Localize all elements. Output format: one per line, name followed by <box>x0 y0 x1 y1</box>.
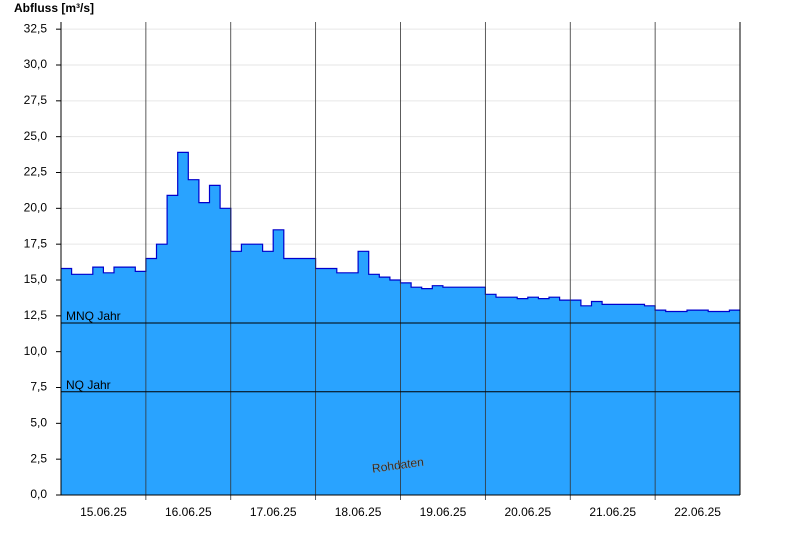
y-tick-label: 10,0 <box>24 344 48 358</box>
x-tick-label: 21.06.25 <box>589 505 636 519</box>
reference-label: NQ Jahr <box>66 378 111 392</box>
y-axis-label: Abfluss [m³/s] <box>14 1 94 15</box>
y-tick-label: 20,0 <box>24 201 48 215</box>
reference-label: MNQ Jahr <box>66 309 121 323</box>
y-tick-label: 7,5 <box>30 380 47 394</box>
y-tick-label: 2,5 <box>30 451 47 465</box>
y-tick-label: 12,5 <box>24 308 48 322</box>
x-tick-label: 16.06.25 <box>165 505 212 519</box>
x-tick-label: 17.06.25 <box>250 505 297 519</box>
y-tick-label: 22,5 <box>24 165 48 179</box>
x-tick-label: 22.06.25 <box>674 505 721 519</box>
y-tick-label: 17,5 <box>24 236 48 250</box>
y-tick-label: 5,0 <box>30 416 47 430</box>
y-tick-label: 15,0 <box>24 272 48 286</box>
x-tick-label: 15.06.25 <box>80 505 127 519</box>
y-tick-label: 0,0 <box>30 487 47 501</box>
x-tick-label: 20.06.25 <box>504 505 551 519</box>
y-tick-label: 30,0 <box>24 57 48 71</box>
line <box>61 151 740 313</box>
y-tick-label: 25,0 <box>24 129 48 143</box>
y-tick-label: 27,5 <box>24 93 48 107</box>
x-tick-label: 19.06.25 <box>420 505 467 519</box>
y-tick-label: 32,5 <box>24 21 48 35</box>
x-tick-label: 18.06.25 <box>335 505 382 519</box>
